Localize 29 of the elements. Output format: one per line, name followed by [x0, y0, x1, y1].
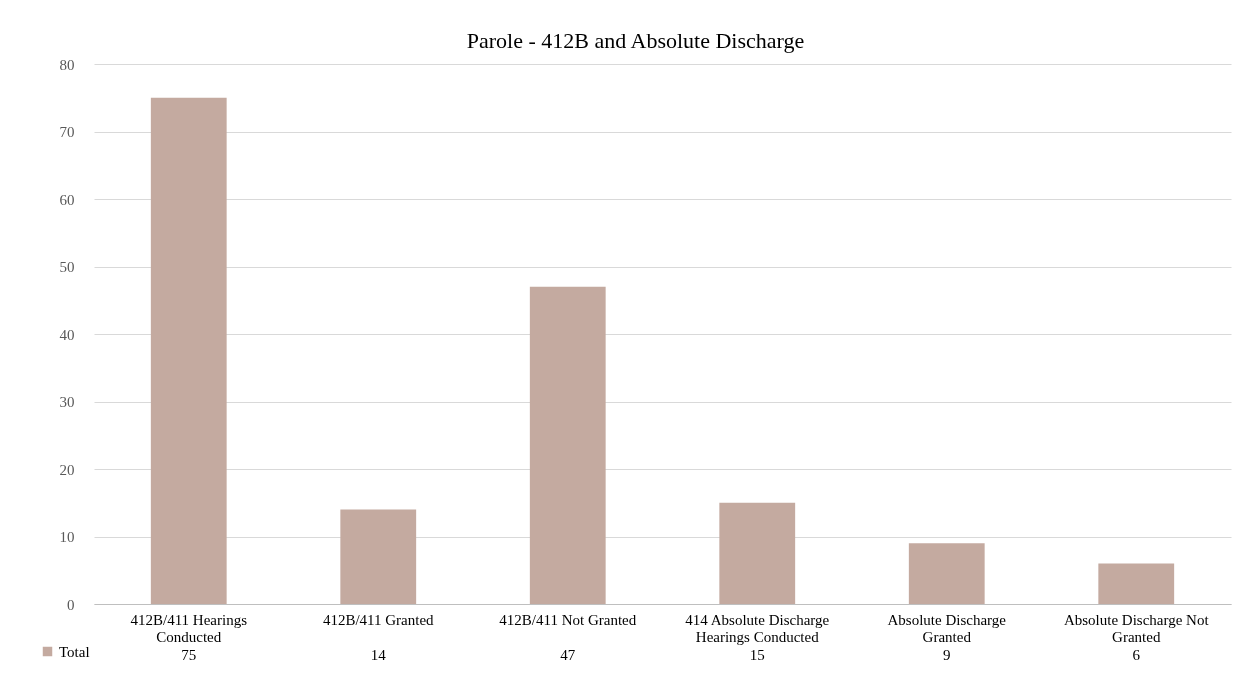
data-label: 47 [560, 647, 576, 663]
data-label: 15 [749, 647, 765, 663]
chart-title: Parole - 412B and Absolute Discharge [466, 28, 805, 53]
x-tick-label: 412B/411 Not Granted [499, 611, 637, 628]
data-label: 14 [370, 647, 387, 663]
data-label: 6 [1132, 647, 1141, 663]
x-tick-label: Absolute Discharge Granted [887, 611, 1007, 645]
y-tick-label: 30 [59, 394, 75, 410]
data-label: 9 [943, 647, 951, 663]
y-tick-label: 40 [59, 326, 75, 343]
bar [1098, 563, 1175, 604]
y-tick-label: 20 [59, 461, 75, 478]
y-tick-label: 70 [59, 124, 75, 140]
data-label: 75 [181, 647, 197, 663]
y-tick-label: 10 [59, 529, 75, 545]
y-tick-label: 50 [59, 259, 75, 275]
bar [150, 97, 227, 604]
x-tick-label: 412B/411 Hearings Conducted [130, 611, 248, 645]
bar [340, 509, 417, 604]
bar [529, 286, 606, 604]
x-tick-label: 414 Absolute Discharge Hearings Conducted [685, 611, 830, 645]
bar [908, 543, 985, 604]
legend-label: Total [59, 643, 90, 660]
bar [719, 502, 796, 604]
y-tick-label: 80 [59, 56, 75, 73]
x-tick-label: Absolute Discharge Not Granted [1063, 611, 1210, 645]
x-tick-label: 412B/411 Granted [322, 611, 435, 628]
y-tick-label: 0 [67, 596, 75, 613]
y-tick-label: 60 [59, 191, 75, 208]
